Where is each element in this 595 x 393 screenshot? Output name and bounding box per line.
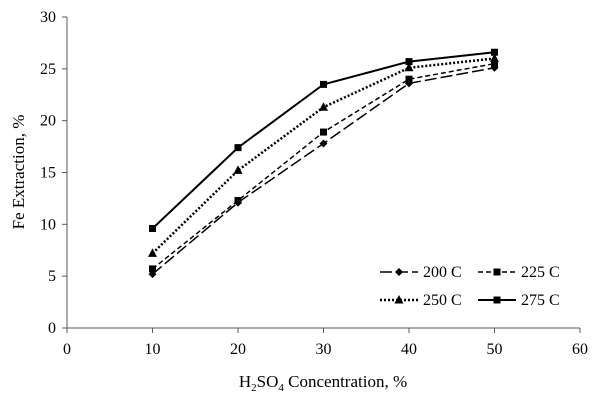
data-point xyxy=(405,75,413,83)
x-tick-label: 40 xyxy=(401,341,417,358)
data-point xyxy=(490,53,499,62)
series-225-c xyxy=(149,60,498,273)
legend-item: 275 C xyxy=(478,292,560,309)
x-tick-label: 10 xyxy=(145,341,161,358)
y-tick-label: 30 xyxy=(40,9,56,26)
axes: 0 5 10 15 20 25 30 0 10 20 30 40 50 60 xyxy=(40,9,588,358)
data-point xyxy=(319,139,328,148)
data-point xyxy=(491,60,498,68)
legend-label: 250 C xyxy=(423,292,462,309)
data-point xyxy=(405,58,413,66)
data-point xyxy=(319,102,328,111)
data-point xyxy=(234,196,242,204)
x-title-sub2: 4 xyxy=(278,382,284,393)
data-point xyxy=(148,248,157,257)
legend-swatch-marker xyxy=(395,268,403,276)
x-tick-label: 30 xyxy=(316,341,332,358)
legend-item: 200 C xyxy=(380,264,462,281)
legend-label: 225 C xyxy=(521,264,560,281)
y-tick-label: 5 xyxy=(48,268,56,285)
legend: 200 C 225 C 250 C 275 C xyxy=(380,264,560,309)
series-layer xyxy=(148,48,499,279)
y-axis-title: Fe Extraction, % xyxy=(9,115,28,230)
y-tick-label: 15 xyxy=(40,165,56,182)
data-point xyxy=(320,80,327,88)
legend-label: 275 C xyxy=(521,292,560,309)
legend-swatch-marker xyxy=(493,296,501,304)
x-title-prefix: H xyxy=(239,372,251,391)
x-title-sub1: 2 xyxy=(251,382,257,393)
y-tick-label: 20 xyxy=(40,113,56,130)
y-tick-label: 0 xyxy=(48,320,56,337)
x-title-suffix: Concentration, % xyxy=(284,372,407,391)
data-point xyxy=(234,144,242,152)
data-point xyxy=(149,265,156,273)
x-tick-label: 60 xyxy=(572,341,588,358)
x-axis-title: H2SO4 Concentration, % xyxy=(239,372,407,393)
legend-swatch-marker xyxy=(394,295,404,304)
y-tick-label: 25 xyxy=(40,61,56,78)
legend-item: 225 C xyxy=(478,264,560,281)
series-250-c xyxy=(148,53,499,257)
series-275-c xyxy=(149,48,498,232)
legend-swatch-marker xyxy=(493,268,501,276)
x-tick-label: 50 xyxy=(487,341,503,358)
series-line xyxy=(152,62,495,270)
data-point xyxy=(233,165,243,174)
data-point xyxy=(149,224,156,232)
legend-item: 250 C xyxy=(380,292,462,309)
data-point xyxy=(404,62,414,72)
x-tick-label: 0 xyxy=(63,341,71,358)
data-point xyxy=(320,128,327,136)
y-tick-label: 10 xyxy=(40,216,56,233)
data-point xyxy=(491,48,498,56)
x-title-mid: SO xyxy=(257,372,279,391)
x-tick-label: 20 xyxy=(230,341,246,358)
series-line xyxy=(152,67,495,275)
legend-label: 200 C xyxy=(423,264,462,281)
series-200-c xyxy=(148,63,499,279)
